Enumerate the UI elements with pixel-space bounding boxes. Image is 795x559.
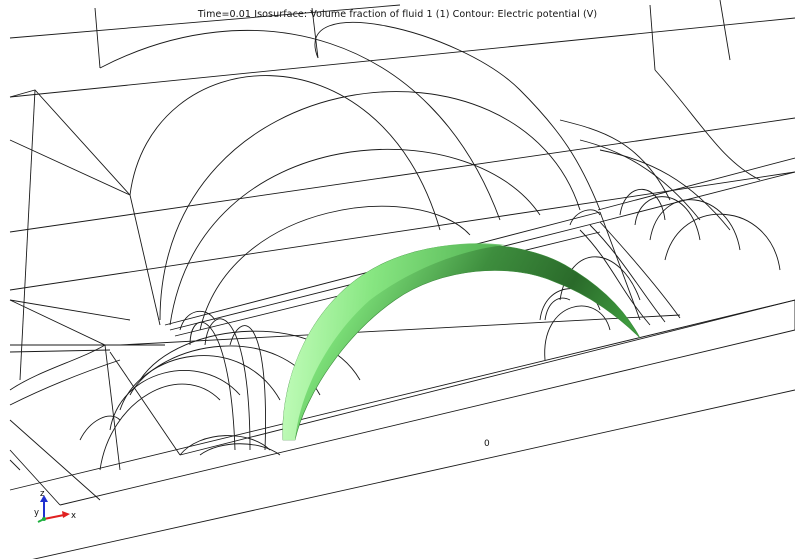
isosurface-volume-fraction[interactable] <box>282 243 641 441</box>
axis-triad: z y x <box>34 489 76 523</box>
geometry-wireframe <box>9 0 795 559</box>
x-axis-arrow <box>43 514 65 520</box>
x-axis-label: x <box>71 511 76 521</box>
contour-label: 0 <box>484 439 490 449</box>
plot-title: Time=0.01 Isosurface: Volume fraction of… <box>197 9 598 20</box>
z-axis-label: z <box>40 489 45 499</box>
y-axis-label: y <box>34 508 39 518</box>
